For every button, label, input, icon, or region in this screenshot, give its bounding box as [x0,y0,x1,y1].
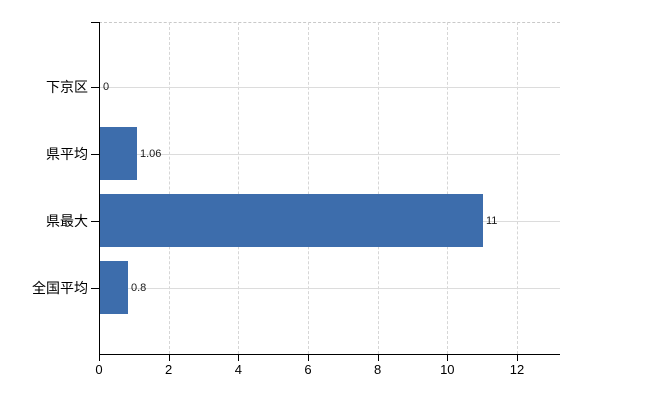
v-gridline [307,22,309,354]
v-gridline [377,22,379,354]
v-gridline [168,22,170,354]
bar-value-label: 1.06 [140,147,162,160]
x-axis-tick [516,355,518,361]
h-gridline [100,153,560,155]
x-axis-line [99,354,560,355]
bar-value-label: 0 [103,80,110,93]
y-axis-tick [91,153,99,155]
category-label: 全国平均 [32,279,88,296]
bar [100,194,483,247]
category-label: 県最大 [46,212,88,229]
x-tick-label: 10 [440,362,455,377]
x-axis-tick [99,355,100,361]
bar-value-label: 11 [486,214,498,227]
y-axis-line [99,22,100,355]
h-gridline [100,287,560,289]
y-axis-tick [91,287,99,289]
v-gridline [447,22,449,354]
y-axis-tick [91,220,99,222]
x-tick-label: 12 [509,362,525,377]
v-gridline [238,22,240,354]
x-tick-label: 6 [304,362,312,377]
plot-top-border [99,22,560,23]
x-tick-label: 2 [165,362,173,377]
x-axis-tick [238,355,240,361]
x-tick-label: 4 [234,362,242,377]
x-tick-label: 0 [95,362,103,377]
category-label: 下京区 [46,78,88,95]
bar [100,261,128,314]
x-axis-tick [168,355,170,361]
h-gridline [100,86,560,88]
y-axis-tick [91,86,99,88]
x-axis-tick [447,355,449,361]
category-label: 県平均 [46,145,88,162]
x-tick-label: 8 [374,362,382,377]
bar-value-label: 0.8 [131,281,147,294]
v-gridline [516,22,518,354]
y-axis-top-tick [91,22,99,23]
bar [100,127,137,180]
x-axis-tick [377,355,379,361]
x-axis-tick [307,355,309,361]
